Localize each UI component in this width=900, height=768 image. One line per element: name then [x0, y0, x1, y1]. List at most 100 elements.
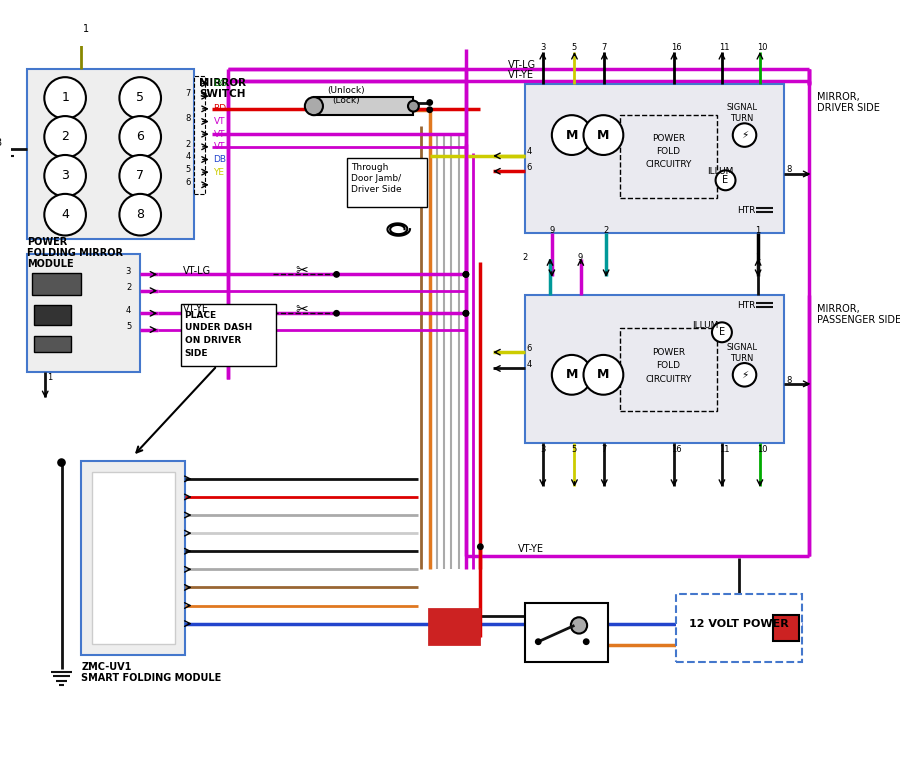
Text: Driver Side: Driver Side [351, 185, 401, 194]
Text: TURN: TURN [730, 354, 753, 363]
Bar [773, 615, 799, 641]
Text: 3: 3 [540, 43, 545, 51]
Text: PLACE: PLACE [184, 310, 217, 319]
Circle shape [583, 115, 624, 155]
Text: 8: 8 [787, 376, 791, 385]
Text: MIRROR: MIRROR [199, 78, 246, 88]
Circle shape [552, 115, 591, 155]
Circle shape [712, 323, 732, 343]
Bar [27, 254, 140, 372]
Circle shape [44, 116, 86, 157]
Circle shape [120, 155, 161, 197]
Text: ILLUM: ILLUM [692, 320, 718, 329]
Text: FOLD: FOLD [656, 361, 680, 370]
Text: 3: 3 [0, 138, 2, 148]
Text: DB: DB [213, 155, 227, 164]
Text: MODULE: MODULE [27, 259, 74, 269]
Circle shape [44, 77, 86, 119]
Circle shape [44, 155, 86, 197]
Text: MIRROR,: MIRROR, [817, 304, 860, 314]
Bar [34, 305, 70, 325]
Circle shape [305, 97, 323, 115]
Circle shape [464, 272, 469, 277]
Text: YE: YE [213, 167, 224, 177]
Bar [93, 472, 175, 644]
Text: ⚡: ⚡ [741, 370, 748, 380]
Bar [347, 157, 427, 207]
Text: 8: 8 [136, 208, 144, 221]
Circle shape [44, 194, 86, 236]
Text: VT-YE: VT-YE [183, 304, 209, 314]
Text: 5: 5 [572, 43, 577, 51]
Text: ZMC-UV1: ZMC-UV1 [81, 662, 131, 672]
Text: MIRROR,: MIRROR, [817, 92, 860, 102]
Text: 11: 11 [719, 43, 730, 51]
Text: 2: 2 [522, 253, 527, 262]
Circle shape [733, 363, 756, 386]
Text: VT-YE: VT-YE [518, 545, 544, 554]
Circle shape [733, 124, 756, 147]
Text: 5: 5 [136, 91, 144, 104]
Text: HTR: HTR [737, 206, 756, 215]
Text: 1: 1 [83, 25, 89, 35]
Text: 3: 3 [126, 267, 131, 276]
Text: ⚡: ⚡ [741, 130, 748, 140]
Text: ✂: ✂ [296, 263, 309, 278]
Text: PASSENGER SIDE: PASSENGER SIDE [817, 315, 900, 325]
Circle shape [583, 639, 589, 644]
Text: M: M [565, 369, 578, 382]
Text: VT-LG: VT-LG [508, 59, 536, 70]
Text: 16: 16 [671, 445, 682, 455]
Text: (Unlock): (Unlock) [327, 86, 364, 95]
Circle shape [571, 617, 587, 634]
Text: 2: 2 [603, 226, 608, 234]
Text: 4: 4 [526, 360, 532, 369]
Text: 7: 7 [136, 169, 144, 182]
Text: 1: 1 [755, 253, 760, 262]
Text: FOLDING MIRROR: FOLDING MIRROR [27, 248, 123, 258]
Text: 12 VOLT POWER: 12 VOLT POWER [689, 618, 789, 628]
Circle shape [120, 116, 161, 157]
Text: Door Jamb/: Door Jamb/ [351, 174, 401, 183]
Circle shape [58, 459, 65, 466]
Bar [194, 76, 205, 194]
Circle shape [427, 107, 432, 112]
Text: SMART FOLDING MODULE: SMART FOLDING MODULE [81, 673, 221, 683]
Text: M: M [598, 128, 609, 141]
Text: 4: 4 [526, 147, 532, 156]
Circle shape [464, 310, 469, 316]
Text: M: M [598, 369, 609, 382]
Text: VT-LG: VT-LG [183, 266, 211, 276]
Text: 3: 3 [61, 169, 69, 182]
Text: SWITCH: SWITCH [199, 89, 246, 99]
Circle shape [120, 77, 161, 119]
Circle shape [583, 355, 624, 395]
Bar [525, 84, 784, 233]
Text: VT: VT [213, 142, 225, 151]
Text: 1: 1 [61, 91, 69, 104]
Text: DRIVER SIDE: DRIVER SIDE [817, 103, 880, 113]
Text: 4: 4 [185, 152, 191, 161]
Text: 8: 8 [787, 165, 791, 174]
Text: 5: 5 [185, 165, 191, 174]
Bar [32, 273, 81, 295]
Circle shape [478, 544, 483, 549]
Text: RD: RD [213, 104, 227, 114]
Circle shape [334, 272, 339, 277]
Text: 3: 3 [540, 445, 545, 455]
Circle shape [408, 101, 418, 111]
Bar [620, 115, 717, 198]
Text: 6: 6 [526, 344, 532, 353]
Text: SIGNAL: SIGNAL [726, 104, 757, 112]
Text: 10: 10 [757, 43, 768, 51]
Text: ILLUM: ILLUM [707, 167, 733, 176]
Text: 16: 16 [671, 43, 682, 51]
Text: FOLD: FOLD [656, 147, 680, 156]
Circle shape [120, 194, 161, 236]
Bar [525, 295, 784, 442]
Text: 6: 6 [526, 163, 532, 172]
Text: E: E [723, 175, 729, 185]
Bar [428, 609, 479, 644]
Text: 11: 11 [719, 445, 730, 455]
Circle shape [464, 310, 469, 316]
